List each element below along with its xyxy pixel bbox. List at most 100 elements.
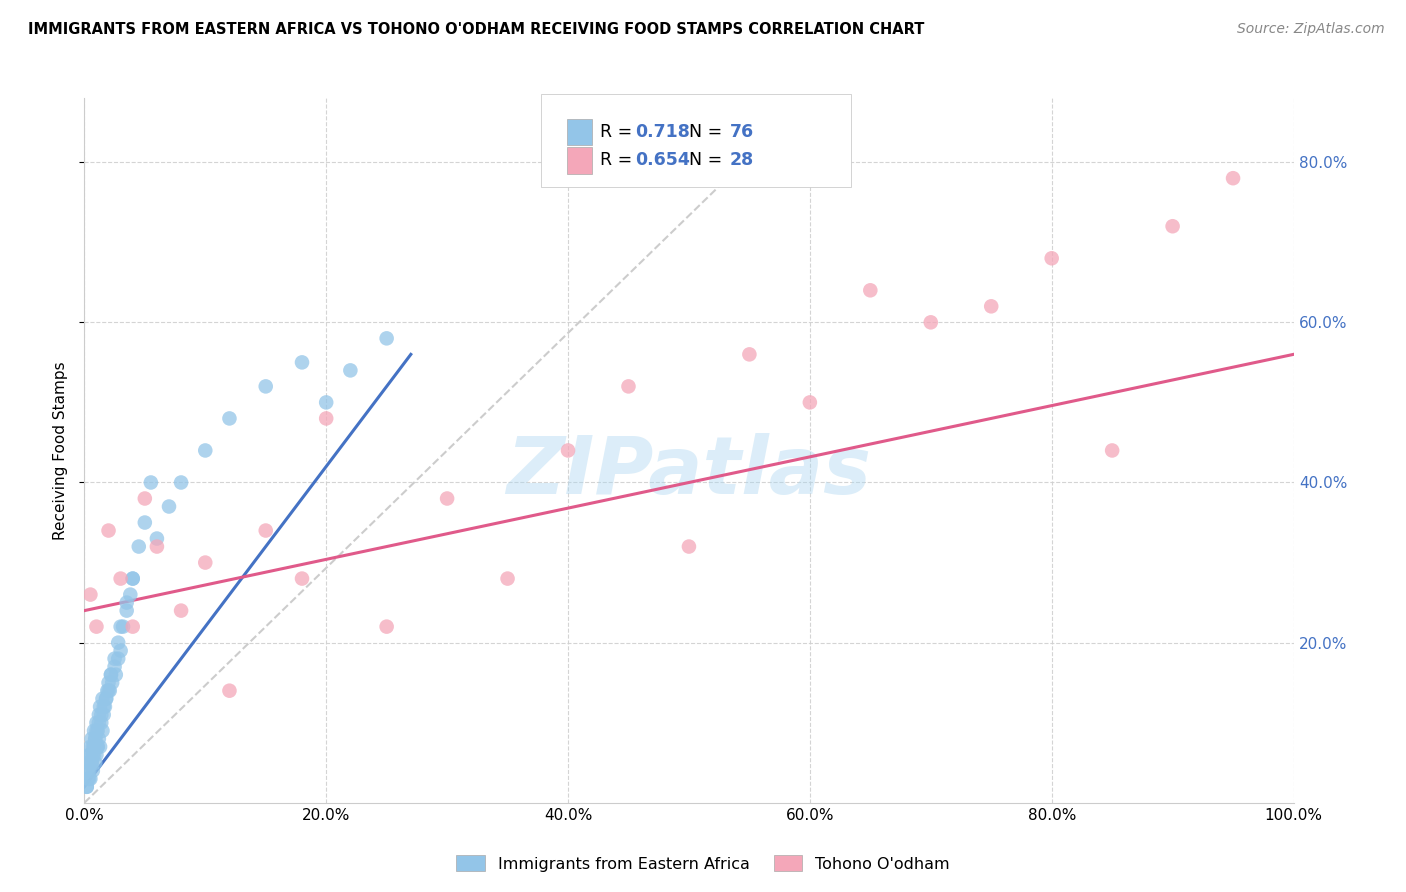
Point [82, 739, 104, 754]
Point [87, 715, 110, 730]
Point [104, 667, 127, 681]
Point [90, 707, 112, 722]
Point [375, 331, 398, 345]
Point [146, 532, 169, 546]
Point [146, 540, 169, 554]
Point [98, 683, 121, 698]
Point [80, 756, 103, 770]
Point [436, 491, 458, 506]
Point [96, 683, 118, 698]
Point [79, 747, 101, 762]
Point [97, 524, 120, 538]
Point [101, 675, 124, 690]
Point [375, 619, 398, 633]
Point [90, 715, 112, 730]
Point [84, 731, 107, 746]
Point [93, 699, 115, 714]
Point [134, 516, 156, 530]
Point [100, 667, 122, 681]
Text: ZIPatlas: ZIPatlas [506, 433, 872, 510]
Text: N =: N = [678, 123, 727, 141]
Point [1040, 252, 1063, 266]
Point [218, 683, 240, 698]
Text: R =: R = [600, 152, 638, 169]
Text: 0.654: 0.654 [636, 152, 690, 169]
Point [97, 675, 120, 690]
Point [110, 572, 132, 586]
Point [93, 707, 115, 722]
Point [738, 347, 761, 361]
Point [79, 739, 101, 754]
Point [87, 731, 110, 746]
Text: 28: 28 [730, 152, 754, 169]
Point [254, 524, 277, 538]
Point [89, 739, 111, 754]
Point [1101, 443, 1123, 458]
Point [115, 604, 138, 618]
Point [86, 723, 108, 738]
Text: N =: N = [678, 152, 727, 169]
Point [76, 780, 98, 794]
Point [94, 699, 117, 714]
Point [82, 747, 104, 762]
Point [110, 643, 132, 657]
Point [77, 772, 100, 786]
Point [617, 379, 640, 393]
Point [859, 283, 882, 297]
Point [94, 691, 117, 706]
Point [107, 635, 129, 649]
Point [218, 411, 240, 425]
Point [80, 756, 103, 770]
Point [121, 572, 143, 586]
Point [89, 699, 111, 714]
Point [86, 723, 108, 738]
Point [557, 443, 579, 458]
Point [86, 619, 108, 633]
Point [128, 540, 150, 554]
Point [94, 691, 117, 706]
Point [77, 772, 100, 786]
Point [120, 588, 142, 602]
Point [170, 475, 193, 490]
Point [77, 764, 100, 778]
Point [86, 739, 108, 754]
Point [170, 604, 193, 618]
Point [121, 619, 143, 633]
Point [77, 756, 100, 770]
Point [799, 395, 821, 409]
Point [83, 723, 105, 738]
Point [82, 764, 104, 778]
Point [107, 651, 129, 665]
Point [194, 556, 217, 570]
Point [315, 411, 337, 425]
Point [110, 619, 132, 633]
Point [84, 756, 107, 770]
Point [115, 596, 138, 610]
Text: IMMIGRANTS FROM EASTERN AFRICA VS TOHONO O'ODHAM RECEIVING FOOD STAMPS CORRELATI: IMMIGRANTS FROM EASTERN AFRICA VS TOHONO… [28, 22, 925, 37]
Point [291, 355, 314, 369]
Point [86, 715, 108, 730]
Legend: Immigrants from Eastern Africa, Tohono O'odham: Immigrants from Eastern Africa, Tohono O… [449, 847, 957, 880]
Text: R =: R = [600, 123, 638, 141]
Point [91, 723, 114, 738]
Point [291, 572, 314, 586]
Point [83, 739, 105, 754]
Point [254, 379, 277, 393]
Point [86, 747, 108, 762]
Point [1222, 171, 1244, 186]
Point [980, 299, 1002, 313]
Point [157, 500, 180, 514]
Point [121, 572, 143, 586]
Text: 0.718: 0.718 [636, 123, 690, 141]
Point [87, 707, 110, 722]
Point [1161, 219, 1184, 234]
Point [134, 491, 156, 506]
Point [496, 572, 519, 586]
Point [77, 764, 100, 778]
Point [97, 683, 120, 698]
Text: Source: ZipAtlas.com: Source: ZipAtlas.com [1237, 22, 1385, 37]
Point [80, 731, 103, 746]
Point [112, 619, 135, 633]
Point [139, 475, 162, 490]
Point [76, 780, 98, 794]
